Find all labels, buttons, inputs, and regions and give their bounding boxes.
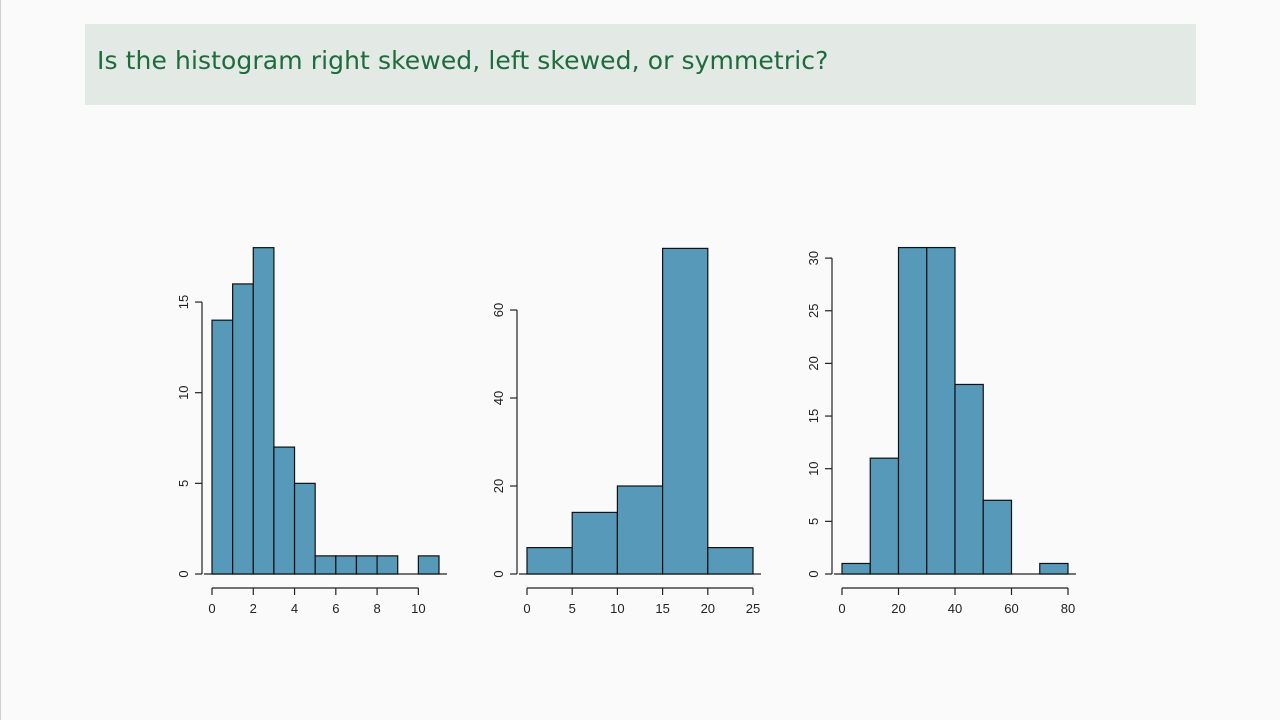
x-tick-label: 5 <box>569 601 576 616</box>
histogram-bar <box>869 457 900 575</box>
histogram-bar <box>954 383 984 575</box>
histogram-symmetric: 0 5 10 15 20 25 30 0 20 40 60 80 <box>806 246 1076 616</box>
x-tick-label: 0 <box>838 601 845 616</box>
histogram-bar <box>314 555 337 575</box>
x-tick-label: 60 <box>1004 601 1018 616</box>
histogram-bar <box>1039 562 1069 575</box>
x-tick-label: 80 <box>1061 601 1075 616</box>
histogram-bar <box>526 546 573 575</box>
y-tick-label: 5 <box>806 518 821 525</box>
x-tick-label: 15 <box>655 601 669 616</box>
histogram-bar <box>841 562 871 575</box>
histogram-bar <box>616 485 664 575</box>
y-tick-label: 0 <box>176 570 191 577</box>
histogram-bar <box>293 482 316 575</box>
y-tick-label: 15 <box>176 295 191 309</box>
question-text: Is the histogram right skewed, left skew… <box>97 46 829 75</box>
x-tick-label: 40 <box>948 601 962 616</box>
x-tick-label: 8 <box>373 601 380 616</box>
histogram-bar <box>571 511 619 575</box>
y-tick-label: 30 <box>806 251 821 265</box>
question-banner: Is the histogram right skewed, left skew… <box>85 24 1196 105</box>
x-tick-label: 6 <box>332 601 339 616</box>
x-tick-label: 25 <box>746 601 760 616</box>
y-tick-label: 20 <box>491 479 506 493</box>
histogram-bar <box>211 319 234 575</box>
histogram-bar <box>897 246 928 575</box>
x-tick-label: 0 <box>208 601 215 616</box>
y-tick-label: 25 <box>806 304 821 318</box>
x-tick-label: 20 <box>701 601 715 616</box>
y-tick-label: 10 <box>176 385 191 399</box>
y-tick-label: 15 <box>806 409 821 423</box>
y-tick-label: 40 <box>491 391 506 405</box>
histogram-bar <box>376 555 399 575</box>
y-tick-label: 60 <box>491 303 506 317</box>
histogram-bar <box>417 555 440 575</box>
x-tick-label: 2 <box>250 601 257 616</box>
histogram-bar <box>982 499 1013 575</box>
x-tick-label: 20 <box>891 601 905 616</box>
x-tick-label: 10 <box>411 601 425 616</box>
histogram-bar <box>232 283 254 575</box>
histogram-right-skewed: 0 5 10 15 0 2 4 6 8 10 <box>176 247 447 616</box>
x-tick-label: 4 <box>291 601 298 616</box>
y-tick-label: 0 <box>491 570 506 577</box>
histogram-left-skewed: 0 20 40 60 0 5 10 15 20 25 <box>491 247 761 616</box>
y-tick-label: 0 <box>806 570 821 577</box>
x-tick-label: 10 <box>610 601 624 616</box>
histogram-bar <box>335 555 358 575</box>
slide-left-border <box>0 0 1 720</box>
y-tick-label: 5 <box>176 480 191 487</box>
histogram-bar <box>926 246 956 575</box>
histogram-bar <box>707 546 754 575</box>
x-tick-label: 0 <box>523 601 530 616</box>
histogram-bar <box>273 446 296 575</box>
y-tick-label: 20 <box>806 356 821 370</box>
histogram-bar <box>252 247 275 575</box>
histogram-bar <box>355 555 378 575</box>
histogram-bar <box>661 247 709 575</box>
y-tick-label: 10 <box>806 461 821 475</box>
